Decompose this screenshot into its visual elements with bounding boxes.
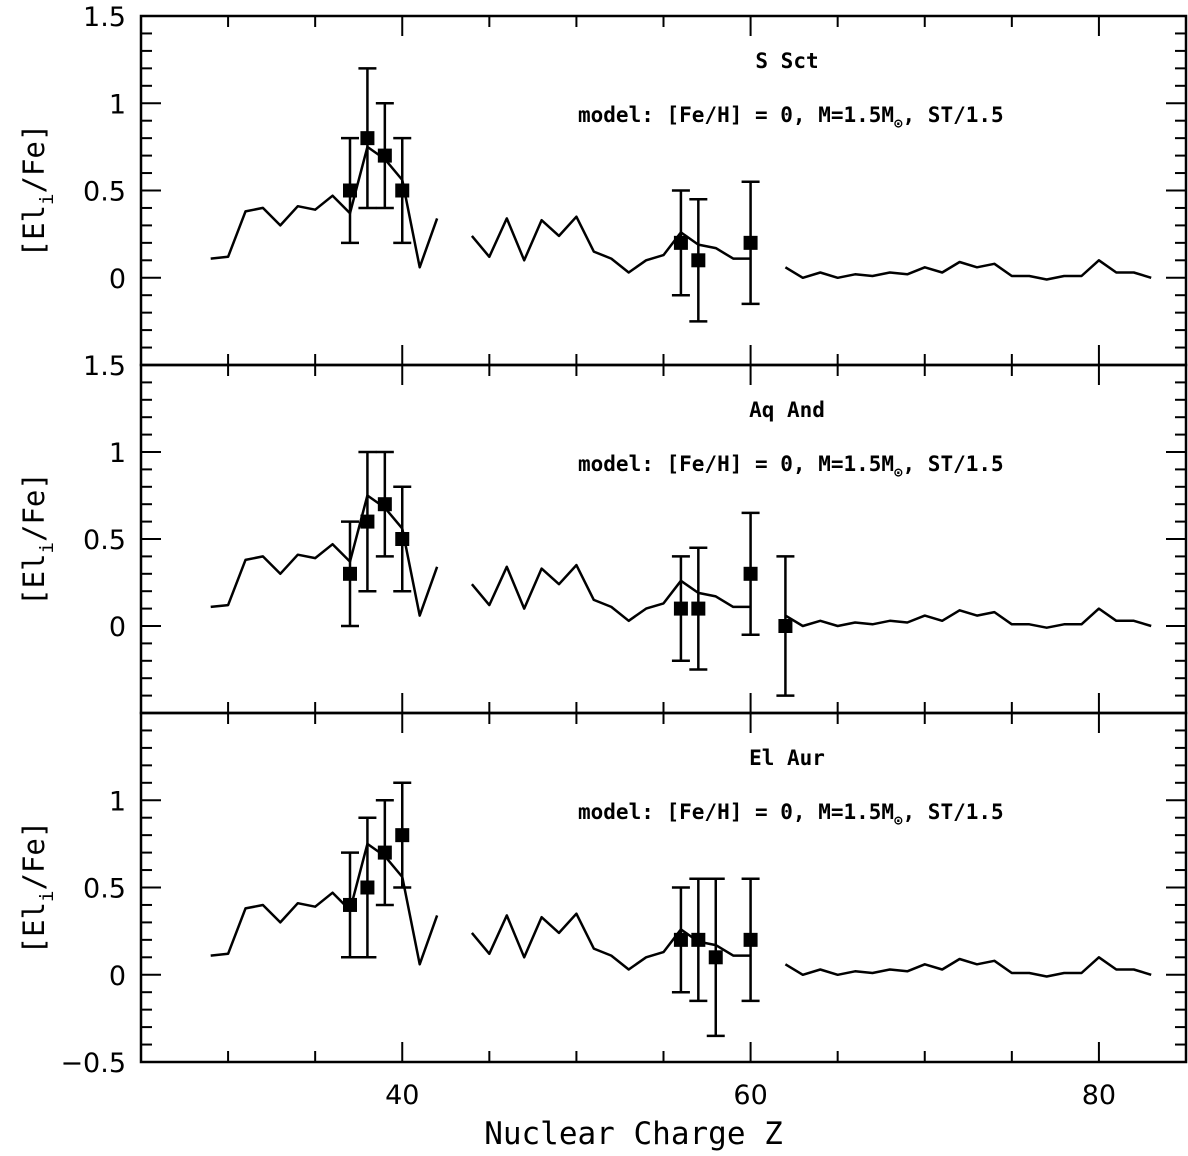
x-tick-label: 60 [733,1080,767,1111]
x-tick-label: 40 [385,1080,419,1111]
panel-title: Aq And [749,398,825,422]
data-point [778,619,793,633]
plot-frame [139,711,1188,1064]
data-point [377,845,392,860]
data-point [673,235,688,250]
data-point [395,828,410,843]
x-axis-title: Nuclear Charge Z [484,1116,783,1152]
model-line [470,215,751,274]
model-annotation: model: [Fe/H] = 0, M=1.5M⊙, ST/1.5 [578,452,1004,481]
data-point [343,183,357,198]
model-annotation: model: [Fe/H] = 0, M=1.5M⊙, ST/1.5 [578,800,1004,829]
model-line [210,145,439,269]
data-point [377,497,392,512]
panel-1: 0 0.5 1 1.5 [Eli/Fe] S Sct model: [Fe/H] = 0, … [17,2,1188,367]
y-axis-label: [Eli/Fe] [17,472,58,606]
data-point [691,253,706,268]
model-line [210,842,439,966]
y-tick-label: 0 [109,612,126,643]
model-line [784,956,1152,978]
y-tick-label: 0 [109,961,126,992]
model-line [784,607,1152,629]
model-annotation: model: [Fe/H] = 0, M=1.5M⊙, ST/1.5 [578,103,1004,132]
y-axis-label: [Eli/Fe] [17,821,58,955]
data-point [691,601,706,616]
data-point [360,514,375,529]
data-point [343,897,357,912]
data-point [691,932,706,947]
panel-2: 0 0.5 1 1.5 [Eli/Fe] Aq And model: [Fe/H] = 0,… [17,351,1188,715]
y-tick-label: 1 [109,89,126,120]
data-point [360,131,375,146]
y-tick-label: 0.5 [83,177,126,208]
panel-3: −0.5 0 0.5 1 40 60 80 [Eli/Fe] El Aur model: [Fe/… [17,711,1188,1152]
y-tick-label: 1 [109,786,126,817]
data-point [708,950,723,965]
data-point [743,932,758,947]
model-line [470,563,751,623]
data-point [743,566,758,581]
data-point [377,148,392,163]
data-point [743,235,758,250]
panel-title: S Sct [755,49,818,73]
y-tick-label: 1.5 [83,2,126,33]
y-axis-label: [Eli/Fe] [17,124,58,258]
y-tick-label: 1.5 [83,351,126,382]
data-point [343,566,357,581]
y-tick-label: −0.5 [60,1048,126,1079]
data-point [395,183,410,198]
model-line [784,259,1152,281]
y-tick-label: 0.5 [83,525,126,556]
y-tick-label: 0 [109,264,126,295]
data-point [360,880,375,895]
data-point [673,601,688,616]
data-point [673,932,688,947]
plot-frame [139,14,1188,367]
panel-title: El Aur [749,746,825,770]
model-line [210,494,439,617]
y-tick-label: 0.5 [83,874,126,905]
x-tick-label: 80 [1082,1080,1116,1111]
y-tick-label: 1 [109,438,126,469]
plot-frame [139,363,1188,715]
data-point [395,532,410,546]
